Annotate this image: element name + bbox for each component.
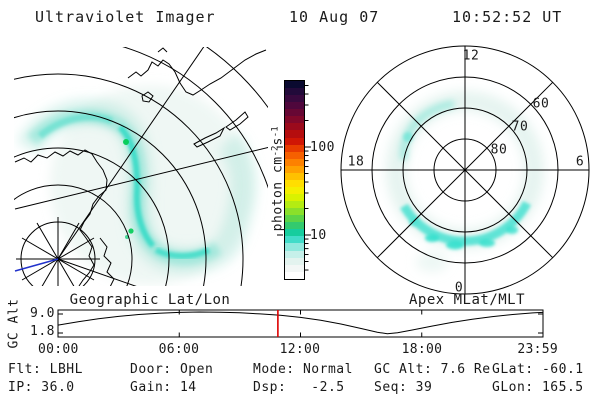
strip-xtick-1200: 12:00 xyxy=(279,342,321,357)
coast-antarctica-peninsula xyxy=(99,237,115,286)
colorbar-ticks xyxy=(277,84,311,271)
map-caption: Geographic Lat/Lon xyxy=(69,292,231,308)
colorbar-band xyxy=(285,250,304,258)
colorbar-tick-100: 100 xyxy=(310,140,335,155)
polar-caption: Apex MLat/MLT xyxy=(408,292,526,308)
colorbar-band xyxy=(285,137,304,145)
polar-clock-0: 0 xyxy=(454,280,464,296)
geographic-map xyxy=(14,47,268,286)
colorbar-band xyxy=(285,130,304,138)
colorbar-tick-10: 10 xyxy=(310,228,327,243)
coast-antarctica xyxy=(14,149,108,286)
colorbar-band xyxy=(285,243,304,251)
footer-mode: Mode: Normal xyxy=(253,362,353,377)
colorbar-band xyxy=(285,158,304,166)
colorbar-band xyxy=(285,222,304,230)
footer-glon: GLon: 165.5 xyxy=(492,380,584,395)
polar-clock-12: 12 xyxy=(462,48,480,64)
unit-base: s xyxy=(270,137,286,146)
footer-seq: Seq: 39 xyxy=(374,380,433,395)
strip-xtick-1800: 18:00 xyxy=(401,342,443,357)
colorbar-band xyxy=(285,201,304,209)
colorbar-band xyxy=(285,123,304,131)
app-title: Ultraviolet Imager xyxy=(35,8,216,26)
strip-xtick-2359: 23:59 xyxy=(517,342,558,357)
colorbar-unit-label: photon cm-2s-1 xyxy=(256,126,301,266)
colorbar-band xyxy=(285,194,304,202)
footer-gcalt: GC Alt: 7.6 Re xyxy=(374,362,491,377)
strip-xtick-0000: 00:00 xyxy=(38,342,79,357)
polar-mlat-60: 60 xyxy=(532,96,550,112)
colorbar-band xyxy=(285,264,304,272)
colorbar-band xyxy=(285,186,304,194)
strip-chart-ticks xyxy=(58,310,543,337)
colorbar-band xyxy=(285,95,304,103)
unit-base: photon cm xyxy=(270,156,286,232)
map-groundtrack-line xyxy=(14,258,59,272)
colorbar-band xyxy=(285,215,304,223)
aurora-hotspot xyxy=(123,139,129,145)
unit-sup: -1 xyxy=(270,126,281,138)
colorbar-band xyxy=(285,116,304,124)
unit-sup: -2 xyxy=(270,145,281,157)
colorbar xyxy=(284,80,305,280)
colorbar-band xyxy=(285,236,304,244)
colorbar-band xyxy=(285,151,304,159)
colorbar-band xyxy=(285,102,304,110)
coast-island xyxy=(157,47,168,53)
colorbar-band xyxy=(285,257,304,265)
footer-gain: Gain: 14 xyxy=(130,380,197,395)
coast-australia xyxy=(127,49,267,96)
coast-tasmania xyxy=(141,91,154,103)
coast-nz-south xyxy=(193,126,226,148)
map-aurora-glow xyxy=(16,85,257,285)
colorbar-band xyxy=(285,179,304,187)
strip-xtick-0600: 06:00 xyxy=(158,342,200,357)
strip-ytick-lo: 1.8 xyxy=(30,324,55,339)
polar-clock-6: 6 xyxy=(575,154,585,170)
strip-ytick-hi: 9.0 xyxy=(30,306,55,321)
footer-ip: IP: 36.0 xyxy=(8,380,75,395)
colorbar-band xyxy=(285,165,304,173)
aurora-hotspot xyxy=(128,228,134,234)
colorbar-band xyxy=(285,144,304,152)
colorbar-band xyxy=(285,229,304,237)
footer-dsp: Dsp: -2.5 xyxy=(253,380,345,395)
footer-glat: GLat: -60.1 xyxy=(492,362,584,377)
coast-nz-north xyxy=(225,111,249,131)
date-label: 10 Aug 07 xyxy=(289,8,380,26)
colorbar-band xyxy=(285,109,304,117)
polar-grid xyxy=(340,45,590,295)
strip-ylabel: GC Alt xyxy=(6,298,22,349)
colorbar-band xyxy=(285,81,304,89)
time-label: 10:52:52 UT xyxy=(452,8,563,26)
polar-plot xyxy=(340,45,590,295)
polar-mlat-70: 70 xyxy=(511,119,529,135)
colorbar-band xyxy=(285,208,304,216)
colorbar-band xyxy=(285,271,304,279)
gc-alt-curve xyxy=(57,311,543,335)
footer-flt: Flt: LBHL xyxy=(8,362,83,377)
colorbar-band xyxy=(285,88,304,96)
gc-alt-strip-chart xyxy=(57,309,544,338)
polar-clock-18: 18 xyxy=(347,154,365,170)
colorbar-band xyxy=(285,172,304,180)
aurora-hotspot xyxy=(125,235,129,239)
footer-door: Door: Open xyxy=(130,362,214,377)
map-coastlines xyxy=(14,47,267,286)
polar-mlat-80: 80 xyxy=(490,142,508,158)
